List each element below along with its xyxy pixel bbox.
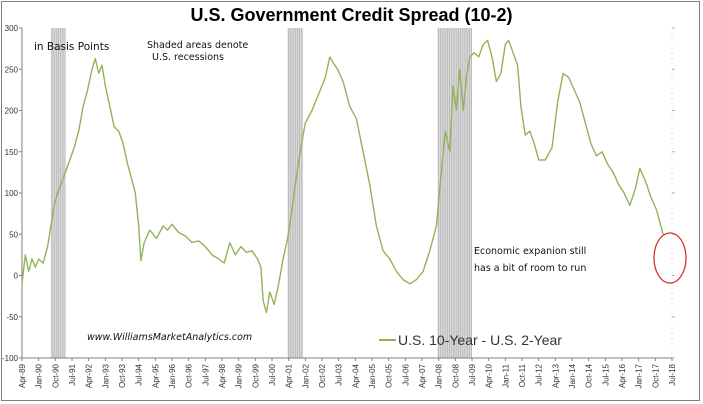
recession-note-line1: Shaded areas denote (147, 40, 248, 51)
x-tick-label: Apr-13 (551, 363, 560, 388)
x-tick-label: Jan-96 (168, 363, 177, 388)
x-tick-label: Jan-93 (101, 363, 110, 388)
x-tick-label: Jul-00 (268, 363, 277, 385)
x-tick-label: Apr-98 (218, 363, 227, 388)
x-tick-label: Jan-11 (501, 363, 510, 387)
x-tick-label: Jan-08 (435, 363, 444, 388)
x-tick-label: Jul-94 (135, 363, 144, 385)
recession-band-2 (437, 28, 472, 358)
series-line-0 (21, 39, 664, 314)
x-tick-label: Apr-16 (618, 363, 627, 388)
x-tick-label: Jan-90 (35, 363, 44, 388)
series-lines (21, 39, 664, 314)
annotation-line2: has a bit of room to run (474, 263, 586, 274)
recession-shading (50, 28, 472, 358)
y-tick-label: 300 (5, 24, 19, 33)
x-tick-label: Jul-06 (401, 363, 410, 385)
x-tick-label: Jul-97 (201, 363, 210, 385)
chart-axes (21, 28, 673, 359)
x-tick-label: Oct-05 (385, 363, 394, 388)
x-tick-label: Jan-02 (301, 363, 310, 388)
x-tick-label: Oct-08 (451, 363, 460, 388)
x-tick-label: Jan-14 (568, 363, 577, 388)
recession-band-1 (287, 28, 304, 358)
x-tick-label: Jul-12 (535, 363, 544, 385)
y-tick-label: 250 (5, 65, 19, 74)
x-tick-label: Oct-14 (585, 363, 594, 388)
y-tick-label: -100 (2, 354, 19, 363)
x-tick-label: Oct-11 (518, 363, 527, 387)
y-tick-label: 0 (14, 272, 19, 281)
x-tick-label: Jan-05 (368, 363, 377, 388)
x-tick-label: Apr-10 (485, 363, 494, 388)
y-tick-label: 50 (9, 230, 18, 239)
units-note: in Basis Points (34, 41, 109, 53)
x-tick-label: Oct-02 (318, 363, 327, 388)
x-tick-label: Oct-90 (51, 363, 60, 388)
x-tick-labels: Apr-89 Jan-90 Oct-90 Jul-91 Apr-92 Jan-93 Oct-… (18, 358, 677, 388)
x-tick-label: Apr-07 (418, 363, 427, 388)
annotation-line1: Economic expanion still (474, 246, 586, 257)
x-tick-label: Oct-99 (251, 363, 260, 388)
x-tick-label: Apr-92 (85, 363, 94, 388)
y-tick-label: 200 (5, 107, 19, 116)
x-tick-label: Jul-03 (335, 363, 344, 385)
x-tick-label: Jul-91 (68, 363, 77, 385)
x-tick-label: Oct-96 (185, 363, 194, 388)
x-tick-label: Apr-04 (351, 363, 360, 388)
y-tick-labels: -100 -50 0 50 100 150 200 250 300 (2, 24, 675, 363)
x-tick-label: Jan-17 (635, 363, 644, 388)
legend-label: U.S. 10-Year - U.S. 2-Year (398, 332, 562, 348)
x-tick-label: Apr-89 (18, 363, 27, 388)
highlight-circle (653, 232, 687, 284)
x-tick-label: Jul-09 (468, 363, 477, 385)
x-tick-label: Jul-18 (668, 363, 677, 385)
legend: U.S. 10-Year - U.S. 2-Year (379, 332, 562, 348)
source-url: www.WilliamsMarketAnalytics.com (87, 332, 252, 343)
y-tick-label: 100 (5, 189, 19, 198)
y-tick-label: -50 (6, 313, 18, 322)
x-tick-label: Oct-93 (118, 363, 127, 388)
chart-title: U.S. Government Credit Spread (10-2) (190, 5, 513, 25)
x-tick-label: Jul-15 (601, 363, 610, 385)
x-tick-label: Apr-01 (285, 363, 294, 388)
recession-note-line2: U.S. recessions (152, 52, 224, 63)
x-tick-label: Jan-99 (235, 363, 244, 388)
x-tick-label: Oct-17 (651, 363, 660, 388)
x-tick-label: Apr-95 (151, 363, 160, 388)
y-tick-label: 150 (5, 148, 19, 157)
